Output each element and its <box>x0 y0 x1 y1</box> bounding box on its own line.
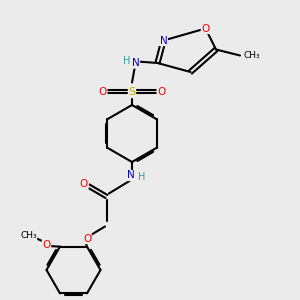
Text: CH₃: CH₃ <box>243 51 260 60</box>
Text: H: H <box>123 56 130 66</box>
Text: N: N <box>160 35 167 46</box>
Text: N: N <box>132 58 140 68</box>
Text: H: H <box>138 172 146 182</box>
Text: O: O <box>98 86 107 97</box>
Text: O: O <box>201 23 210 34</box>
Text: CH₃: CH₃ <box>20 231 37 240</box>
Text: O: O <box>42 239 51 250</box>
Text: S: S <box>128 86 136 97</box>
Text: O: O <box>157 86 166 97</box>
Text: O: O <box>80 178 88 189</box>
Text: N: N <box>127 170 134 181</box>
Text: O: O <box>83 233 91 244</box>
